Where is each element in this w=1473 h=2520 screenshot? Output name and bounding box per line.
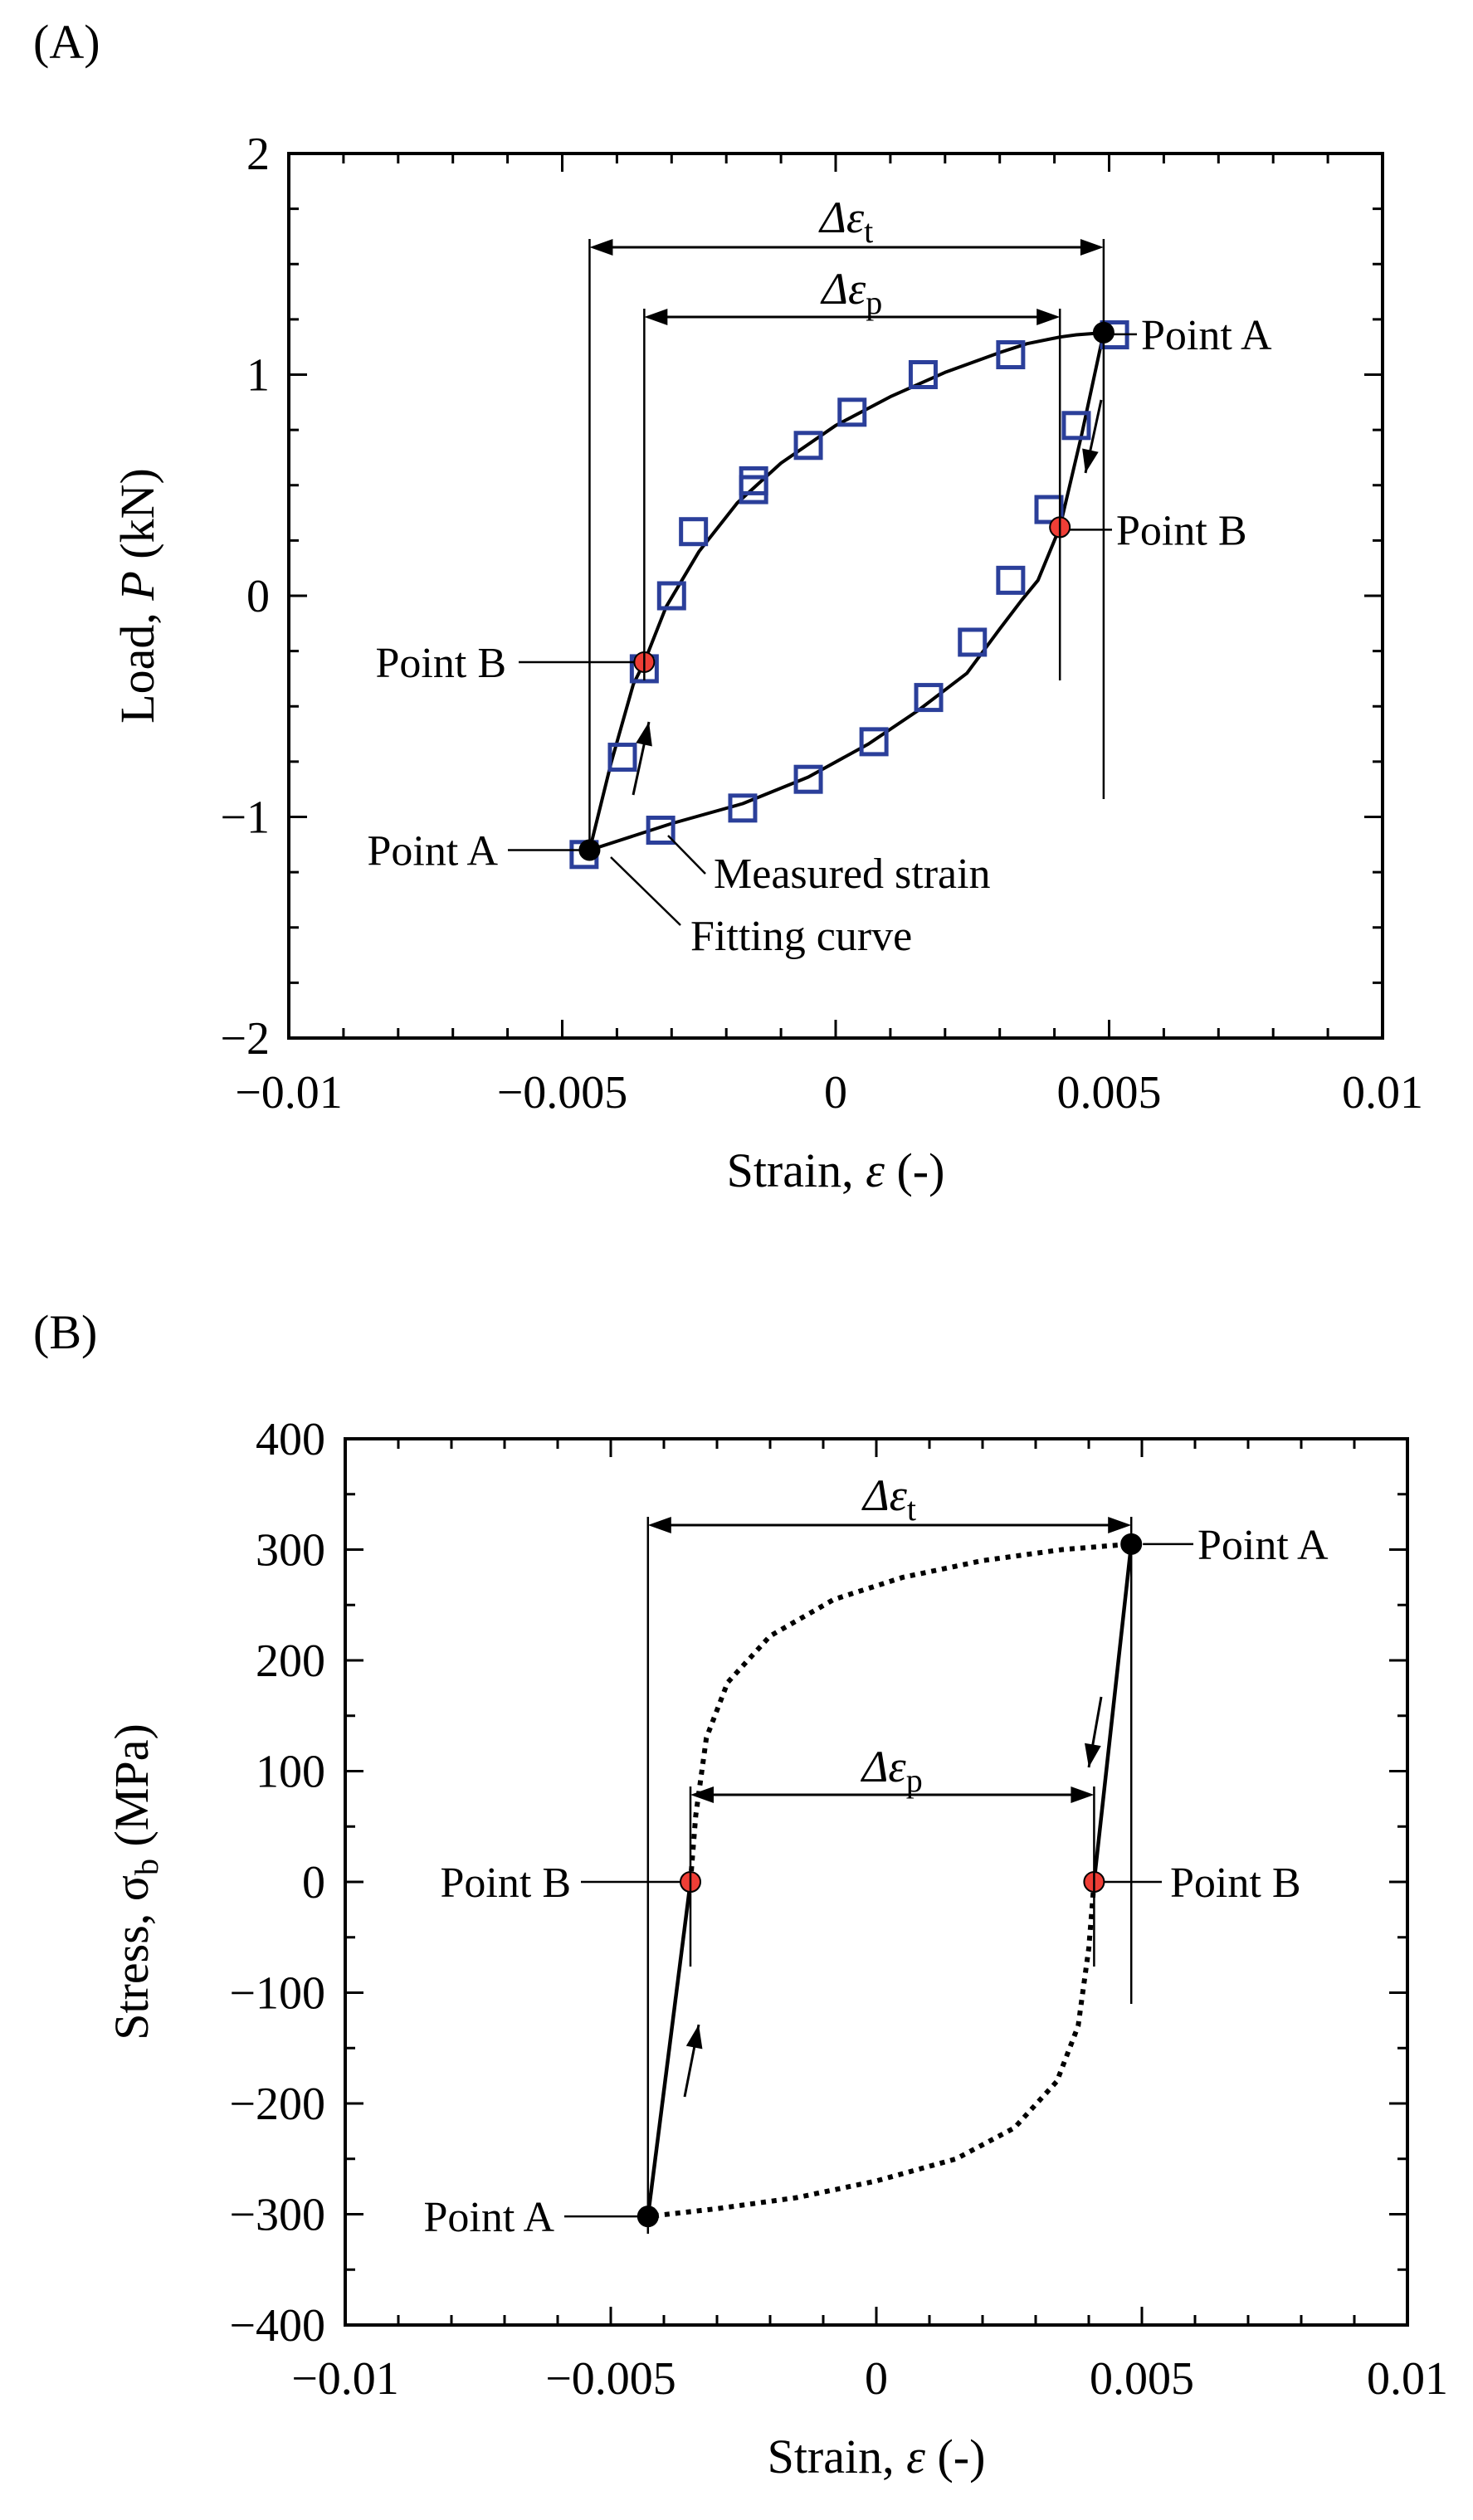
panel-b-ticks: −0.01 −0.005 0 0.005 0.01 −400 −300 −200 −100 0 10… <box>229 1414 1448 2405</box>
x-tick-label: 0 <box>824 1067 847 1119</box>
point-a-left-label: Point A <box>368 827 499 875</box>
panel-a-x-axis-label: Strain, ε (-) <box>727 1143 945 1197</box>
delta_t-label: Δεt <box>861 1470 916 1528</box>
point-a-right-label: Point A <box>1197 1522 1329 1569</box>
measured-strain-marker <box>958 627 988 657</box>
measured-strain-marker <box>793 764 823 794</box>
elastic-segment-line <box>1092 1543 1134 1883</box>
measured-strain-marker <box>996 565 1026 595</box>
y-tick-label: 0 <box>302 1857 325 1908</box>
y-tick-label: −1 <box>220 792 270 844</box>
measured-strain-marker <box>1034 495 1064 524</box>
point-b-left-label: Point B <box>376 640 507 687</box>
y-tick-label: 100 <box>256 1747 325 1798</box>
x-tick-label: 0.005 <box>1057 1067 1162 1119</box>
y-tick-label: −2 <box>220 1013 270 1065</box>
plastic-path-dotted-line <box>688 1541 1132 1883</box>
panel-a-annotations: Δεt Δεp Point A Point B Point B Point A Measur… <box>368 193 1272 960</box>
measured-strain-marker <box>996 340 1026 370</box>
y-tick-label: 0 <box>246 571 270 622</box>
measured-strain-label: Measured strain <box>714 851 991 898</box>
delta_t-arrowhead-right <box>1108 1517 1132 1533</box>
delta_p-arrowhead-left <box>644 309 668 325</box>
measured-strain-marker <box>837 397 867 427</box>
panel-b: (B) −0.01 −0.005 0 0.005 0.01 −400 −300 −200 −10… <box>33 1305 1448 2483</box>
panel-b-y-axis-label: Stress, σb (MPa) <box>105 1723 165 2040</box>
fitting-curve-label-leader <box>610 856 681 926</box>
x-tick-label: 0.005 <box>1090 2353 1194 2405</box>
delta_t-arrowhead-left <box>647 1517 671 1533</box>
panel-b-label: (B) <box>33 1305 97 1359</box>
y-tick-label: 2 <box>246 129 270 180</box>
measured-strain-marker <box>908 360 938 389</box>
panel-a-y-axis-label: Load, P (kN) <box>110 468 164 724</box>
panel-b-x-axis-label: Strain, ε (-) <box>768 2430 986 2483</box>
delta_p-arrowhead-right <box>1071 1786 1095 1803</box>
panel-a-label: (A) <box>33 15 100 69</box>
measured-strain-marker <box>793 431 823 461</box>
y-tick-label: −100 <box>229 1968 325 2020</box>
panel-b-marks <box>637 1533 1143 2228</box>
elastic-segment-line <box>646 1881 693 2217</box>
fitting-curve-label: Fitting curve <box>690 913 912 960</box>
y-tick-label: 400 <box>256 1414 325 1465</box>
point-b-right-label: Point B <box>1116 507 1247 554</box>
panel-a-marks <box>569 320 1129 870</box>
delta_p-arrowhead-right <box>1036 309 1061 325</box>
measured-strain-label-leader <box>667 835 706 875</box>
x-tick-label: 0 <box>865 2353 888 2405</box>
reloading-direction-arrow-head <box>636 722 652 747</box>
delta_t-label: Δεt <box>818 193 873 250</box>
measured-strain-marker <box>607 743 637 773</box>
measured-strain-marker <box>1061 411 1091 441</box>
unloading-direction-arrow-head <box>1085 1743 1101 1767</box>
delta_t-arrowhead-left <box>589 239 613 256</box>
fitting-curve-line <box>588 330 1105 852</box>
x-tick-label: −0.01 <box>291 2353 399 2405</box>
point-a-left-label: Point A <box>424 2194 555 2241</box>
y-tick-label: −300 <box>229 2190 325 2241</box>
y-tick-label: −200 <box>229 2079 325 2130</box>
measured-strain-marker <box>739 475 768 504</box>
point-a-right-label: Point A <box>1141 312 1272 359</box>
y-tick-label: −400 <box>229 2300 325 2352</box>
y-tick-label: 300 <box>256 1525 325 1577</box>
measured-strain-marker <box>679 517 709 547</box>
delta_p-arrowhead-left <box>690 1786 714 1803</box>
reloading-direction-arrow-head <box>685 2025 703 2050</box>
x-tick-label: 0.01 <box>1367 2353 1448 2405</box>
measured-strain-marker <box>646 815 676 845</box>
measured-strain-marker <box>914 683 944 713</box>
delta_p-label: Δεp <box>820 264 882 321</box>
point-b-right-label: Point B <box>1170 1860 1301 1907</box>
measured-strain-marker <box>728 793 758 823</box>
measured-strain-marker <box>859 727 889 757</box>
panel-b-annotations: Δεt Δεp Point A Point B Point B Point A <box>424 1470 1329 2241</box>
x-tick-label: −0.005 <box>497 1067 628 1119</box>
point-b-left-label: Point B <box>441 1860 572 1907</box>
unloading-direction-arrow-head <box>1082 448 1099 473</box>
delta_p-label: Δεp <box>861 1742 923 1799</box>
measured-strain-marker <box>656 581 686 611</box>
delta_t-arrowhead-right <box>1080 239 1104 256</box>
panel-a: (A) −0.01 −0.005 0 0.005 0.01 −2 −1 0 1 2 Δεt Δεp P… <box>33 15 1423 1197</box>
y-tick-label: 200 <box>256 1635 325 1687</box>
x-tick-label: −0.01 <box>235 1067 343 1119</box>
x-tick-label: 0.01 <box>1342 1067 1423 1119</box>
panel-a-ticks: −0.01 −0.005 0 0.005 0.01 −2 −1 0 1 2 <box>220 129 1423 1119</box>
x-tick-label: −0.005 <box>545 2353 676 2405</box>
y-tick-label: 1 <box>246 350 270 402</box>
plastic-path-dotted-line <box>647 1881 1097 2220</box>
